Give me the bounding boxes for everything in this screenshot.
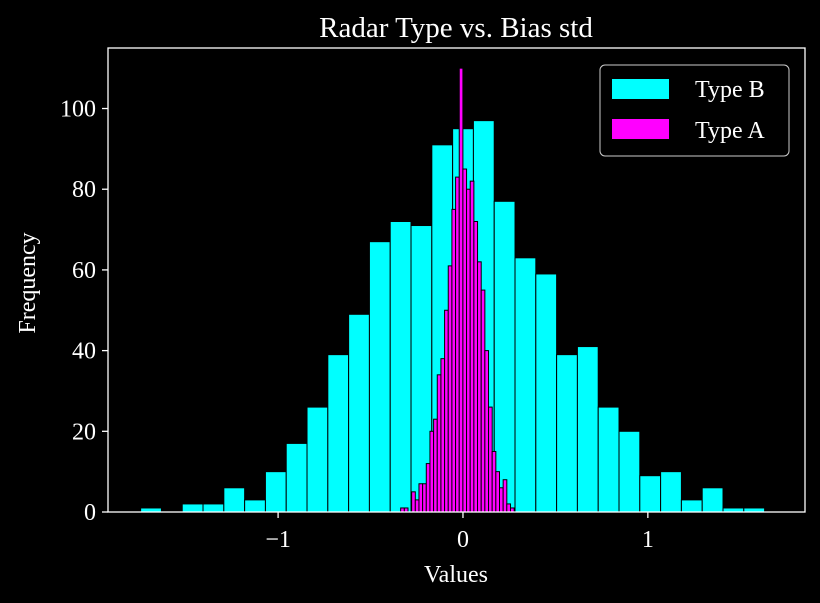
type-a-bar bbox=[451, 208, 457, 513]
x-tick-label: 0 bbox=[457, 527, 469, 553]
y-tick-label: 100 bbox=[60, 97, 96, 123]
type-a-bar bbox=[473, 221, 479, 513]
type-b-bar bbox=[223, 487, 246, 513]
y-axis-ticks: 0 20 40 60 80 100 bbox=[60, 97, 108, 526]
y-tick-label: 20 bbox=[72, 419, 96, 445]
type-a-bar bbox=[425, 463, 431, 513]
y-tick-label: 0 bbox=[84, 500, 96, 526]
type-a-bar bbox=[436, 374, 442, 513]
type-a-bar bbox=[422, 483, 427, 513]
type-b-bar bbox=[514, 257, 537, 513]
legend-swatch-type-b bbox=[612, 79, 669, 99]
chart-title: Radar Type vs. Bias std bbox=[319, 12, 593, 44]
legend-swatch-type-a bbox=[612, 119, 669, 139]
legend: Type B Type A bbox=[599, 64, 790, 157]
type-b-bar bbox=[701, 487, 724, 513]
type-b-bar bbox=[306, 406, 329, 513]
type-b-bar bbox=[556, 354, 578, 513]
y-tick-label: 80 bbox=[72, 177, 96, 203]
type-a-bar bbox=[499, 487, 504, 513]
type-b-bar bbox=[181, 503, 204, 513]
type-b-bar bbox=[535, 273, 558, 513]
type-a-bar bbox=[480, 289, 486, 513]
type-b-bar bbox=[348, 313, 370, 513]
y-tick-label: 60 bbox=[72, 258, 96, 284]
type-a-bar bbox=[462, 168, 468, 513]
type-a-bar bbox=[433, 418, 438, 513]
x-tick-label: −1 bbox=[265, 527, 291, 553]
type-a-bar bbox=[429, 430, 435, 513]
type-b-bar bbox=[660, 471, 682, 513]
type-b-bar bbox=[597, 406, 620, 513]
type-a-bar bbox=[491, 450, 497, 513]
y-axis-label: Frequency bbox=[15, 232, 41, 333]
type-a-bar bbox=[411, 491, 416, 513]
x-tick-label: 1 bbox=[642, 527, 654, 553]
x-axis-label: Values bbox=[424, 562, 488, 588]
type-a-bar bbox=[455, 176, 460, 513]
type-a-bar bbox=[466, 188, 471, 513]
type-b-bar bbox=[389, 221, 412, 513]
plot-frame bbox=[107, 47, 806, 513]
type-a-bar bbox=[495, 471, 500, 513]
legend-label-type-b: Type B bbox=[695, 77, 765, 103]
type-a-bar bbox=[488, 406, 493, 513]
type-a-bar bbox=[502, 479, 508, 513]
type-b-bar bbox=[639, 475, 662, 513]
type-a-bar bbox=[477, 261, 482, 513]
type-a-bar bbox=[484, 350, 490, 513]
type-b-bar bbox=[285, 442, 308, 513]
type-b-bar bbox=[680, 499, 703, 513]
type-a-bar bbox=[469, 180, 475, 513]
type-b-bar bbox=[576, 346, 599, 513]
type-a-bar bbox=[414, 499, 420, 513]
type-b-bar bbox=[368, 241, 391, 513]
type-b-bar bbox=[264, 471, 287, 513]
y-tick-label: 40 bbox=[72, 339, 96, 365]
type-a-bar bbox=[458, 67, 464, 513]
type-a-bar bbox=[447, 265, 453, 513]
type-a-bar bbox=[506, 503, 511, 513]
type-b-bar bbox=[493, 200, 516, 513]
type-a-bar bbox=[418, 483, 424, 513]
x-axis-ticks: −1 0 1 bbox=[265, 512, 654, 553]
legend-label-type-a: Type A bbox=[695, 118, 765, 144]
type-b-bar bbox=[202, 503, 225, 513]
type-a-bar bbox=[444, 309, 449, 513]
type-a-bar bbox=[440, 358, 446, 513]
type-b-bar bbox=[327, 354, 350, 513]
type-b-bar bbox=[244, 499, 266, 513]
type-b-bar bbox=[618, 430, 641, 513]
